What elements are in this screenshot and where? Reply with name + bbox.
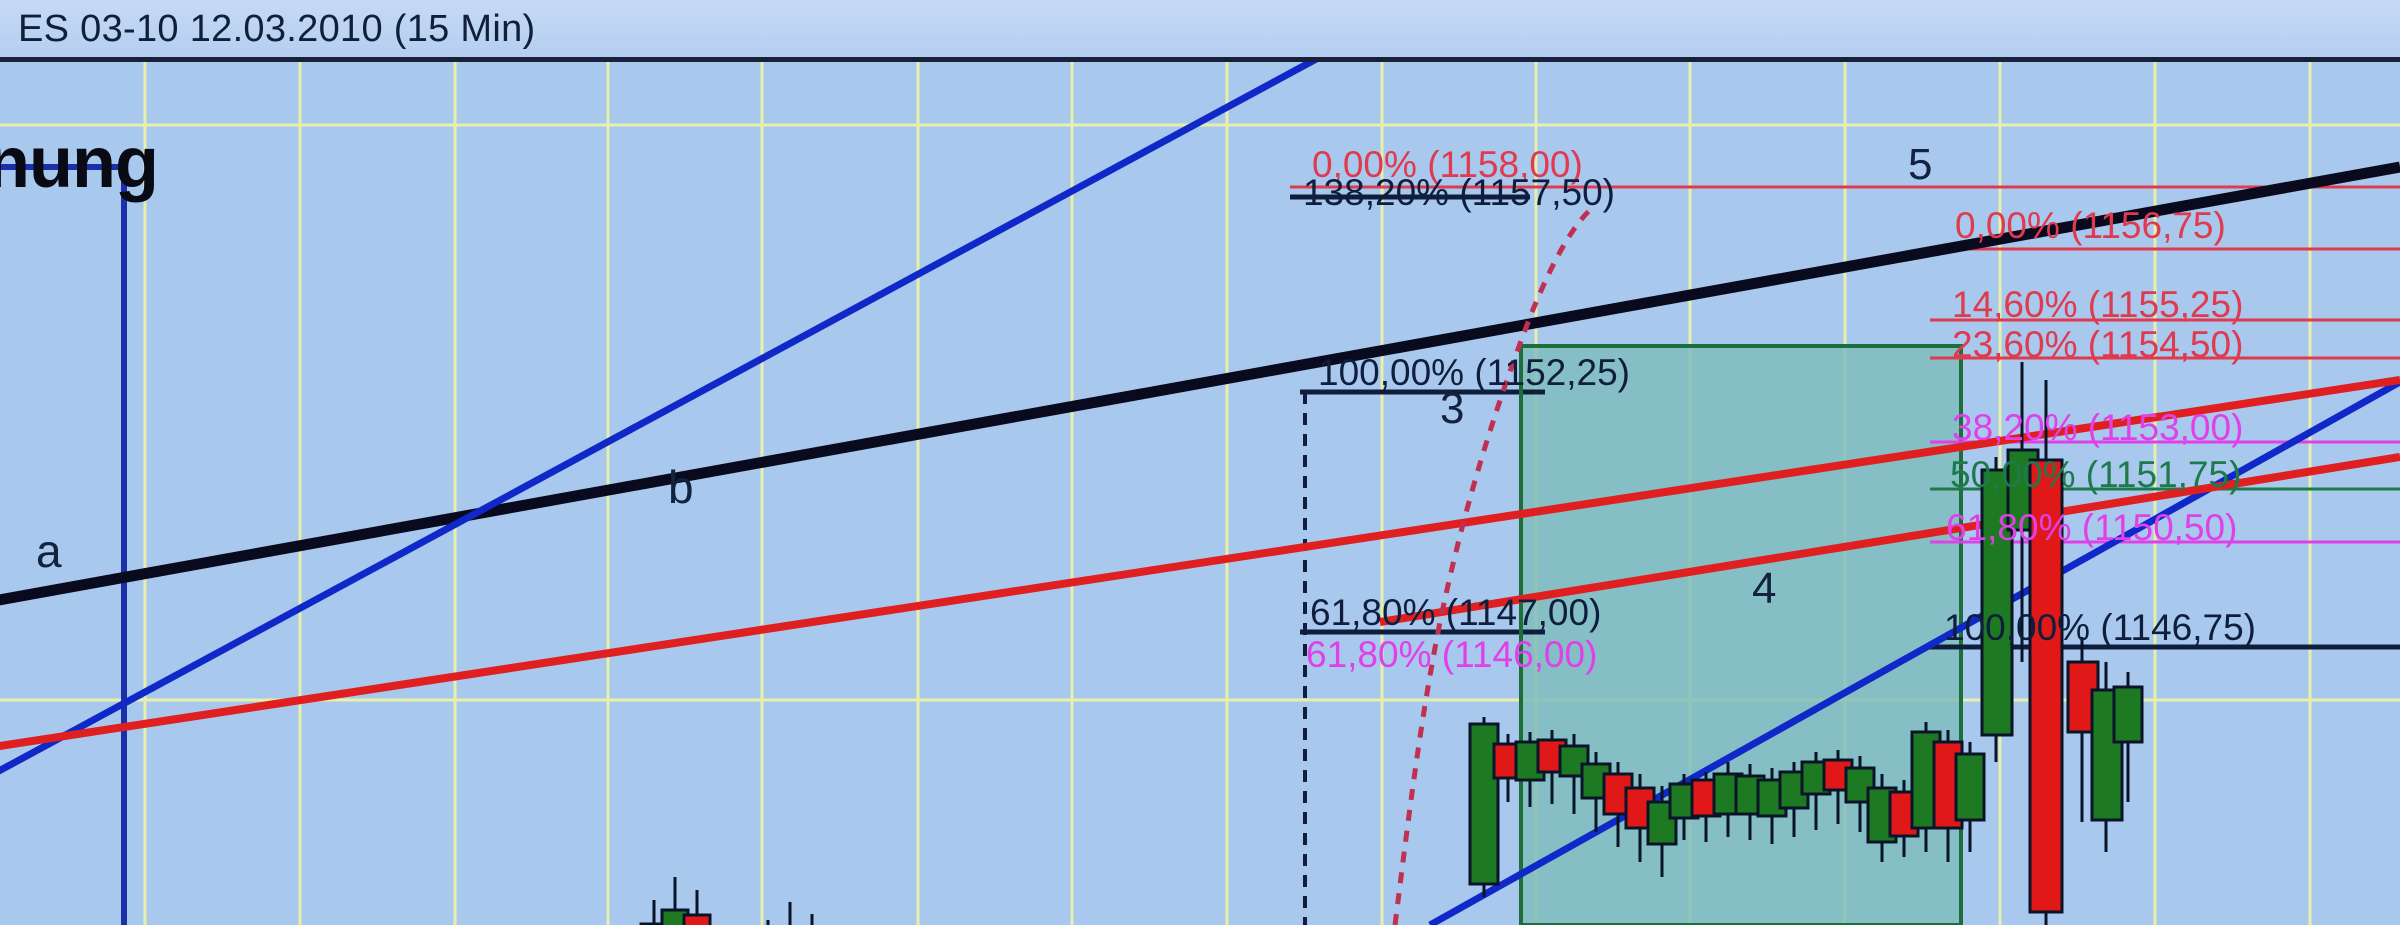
trendline-black-main bbox=[0, 161, 2400, 606]
trendline-blue-lower bbox=[1428, 378, 2400, 925]
projection-dashed-curve bbox=[1392, 208, 1592, 925]
fib-label-6180-1146: 61,80% (1146,00) bbox=[1306, 634, 1598, 675]
window-titlebar: ES 03-10 12.03.2010 (15 Min) bbox=[0, 0, 2400, 62]
wave-label-5: 5 bbox=[1908, 140, 1933, 189]
fib-label-0-1158: 0,00% (1158,00) bbox=[1312, 144, 1583, 185]
fib-label-6180-1147: 61,80% (1147,00) bbox=[1310, 592, 1602, 633]
candle-group-wave5 bbox=[1980, 362, 2144, 925]
fib-label-6180-1150: 61,80% (1150,50) bbox=[1946, 507, 2238, 548]
headline-text-fragment: nung bbox=[0, 123, 159, 203]
fib-label-138-1157: 138,20% (1157,50) bbox=[1303, 172, 1615, 213]
chart-drawings bbox=[0, 62, 2400, 925]
fib-label-5000-1151: 50,00% (1151,75) bbox=[1950, 454, 2242, 495]
candle-group-wave3 bbox=[1468, 717, 1590, 897]
trendline-red-lower bbox=[0, 376, 2400, 750]
fib-label-1460-1155: 14,60% (1155,25) bbox=[1952, 284, 2244, 325]
blue-selection-box bbox=[0, 164, 127, 925]
fib-label-2360-1154: 23,60% (1154,50) bbox=[1952, 324, 2244, 365]
candle-group-left-2 bbox=[766, 902, 814, 925]
wave-label-3: 3 bbox=[1440, 384, 1465, 433]
fib-label-3820-1153: 38,20% (1153,00) bbox=[1952, 407, 2244, 448]
trendline-label-a: a bbox=[36, 525, 62, 577]
wave-label-4: 4 bbox=[1752, 564, 1777, 613]
fib-label-10000-1152: 100,00% (1152,25) bbox=[1318, 352, 1630, 393]
trendline-label-b: b bbox=[668, 461, 694, 513]
fib-label-10000-1146: 100,00% (1146,75) bbox=[1944, 607, 2256, 648]
trendline-blue-upper bbox=[0, 62, 1319, 775]
window-title: ES 03-10 12.03.2010 (15 Min) bbox=[18, 8, 536, 50]
chart-plot-area[interactable]: nung 0,00% (1158,00) 138,20% (1157,50) 0… bbox=[0, 62, 2400, 925]
candle-group-wave4 bbox=[1580, 722, 1986, 877]
trendline-red-upper bbox=[1379, 453, 2400, 626]
fib-label-0-1156: 0,00% (1156,75) bbox=[1955, 205, 2226, 246]
candle-group-left-1 bbox=[639, 877, 712, 925]
